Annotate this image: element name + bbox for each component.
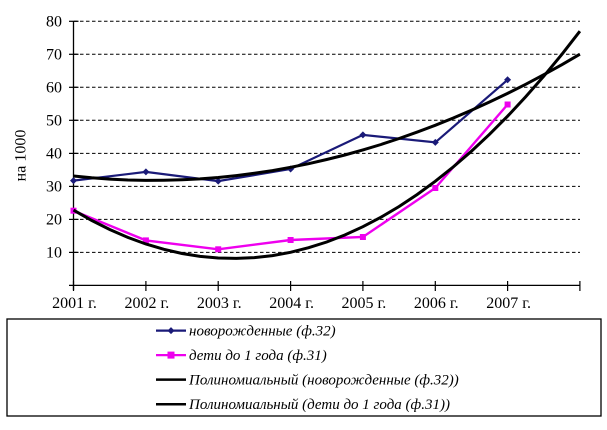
svg-text:20: 20 (46, 212, 62, 229)
svg-text:2007 г.: 2007 г. (486, 295, 531, 312)
svg-text:2006 г.: 2006 г. (414, 295, 459, 312)
svg-text:дети до 1 года (ф.31): дети до 1 года (ф.31) (189, 348, 327, 364)
svg-text:2003 г.: 2003 г. (197, 295, 242, 312)
svg-text:60: 60 (46, 80, 62, 97)
svg-text:80: 80 (46, 14, 62, 31)
svg-text:2002 г.: 2002 г. (125, 295, 170, 312)
svg-text:50: 50 (46, 113, 62, 130)
svg-text:новорожденные (ф.32): новорожденные (ф.32) (189, 324, 336, 340)
svg-text:на 1000: на 1000 (13, 130, 30, 182)
svg-text:40: 40 (46, 146, 62, 163)
svg-text:2001 г.: 2001 г. (52, 295, 97, 312)
svg-text:70: 70 (46, 47, 62, 64)
svg-text:Полиномиальный (новорожденные: Полиномиальный (новорожденные (ф.32)) (188, 373, 459, 389)
svg-text:Полиномиальный (дети до 1 года: Полиномиальный (дети до 1 года (ф.31)) (188, 397, 450, 413)
svg-text:2005 г.: 2005 г. (342, 295, 387, 312)
svg-text:30: 30 (46, 179, 62, 196)
svg-text:2004 г.: 2004 г. (269, 295, 314, 312)
svg-text:10: 10 (46, 245, 62, 262)
